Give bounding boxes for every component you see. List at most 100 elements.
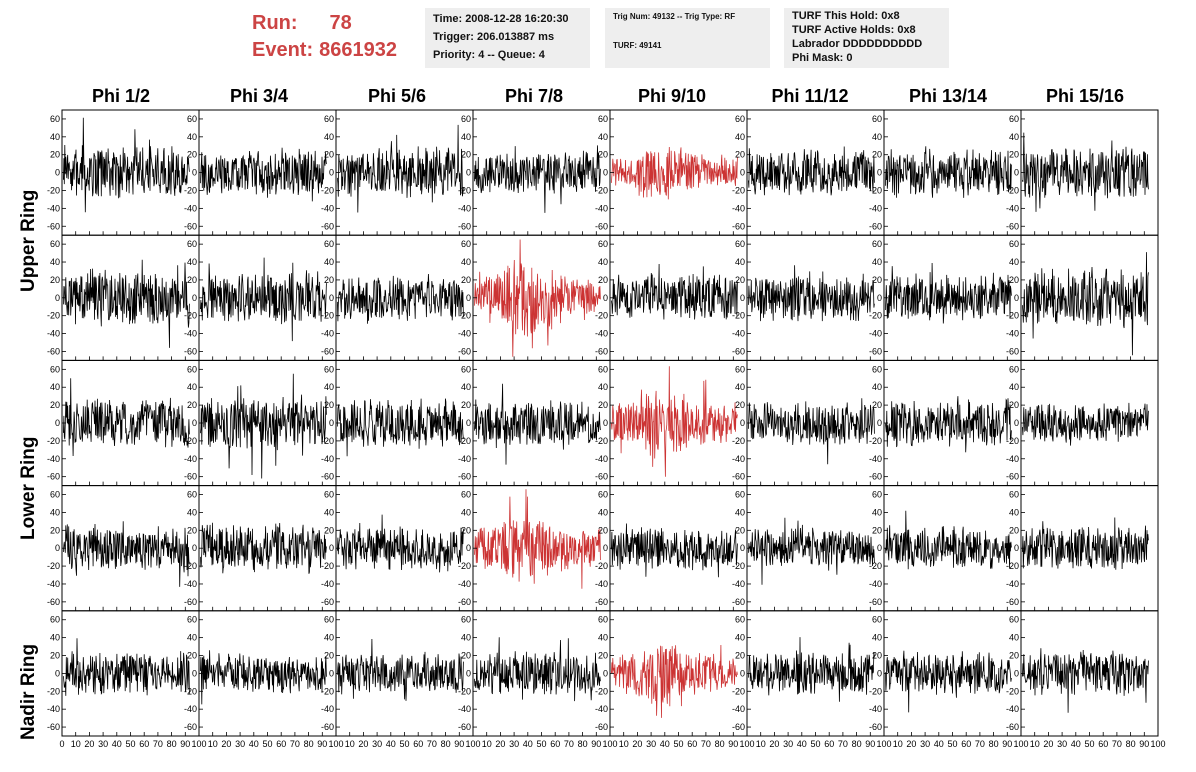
y-tick-label: 40 xyxy=(598,257,608,267)
x-tick-label: 80 xyxy=(304,739,314,749)
y-tick-label: -60 xyxy=(184,346,197,356)
y-tick-label: 60 xyxy=(324,490,334,500)
y-tick-label: 20 xyxy=(735,150,745,160)
x-tick-label: 20 xyxy=(632,739,642,749)
y-tick-label: -60 xyxy=(184,722,197,732)
y-tick-label: -60 xyxy=(732,472,745,482)
y-tick-label: -60 xyxy=(732,722,745,732)
y-tick-label: 40 xyxy=(735,257,745,267)
x-tick-label: 90 xyxy=(591,739,601,749)
y-tick-label: 0 xyxy=(55,168,60,178)
y-tick-label: 40 xyxy=(50,382,60,392)
y-tick-label: 0 xyxy=(329,543,334,553)
y-tick-label: -60 xyxy=(458,221,471,231)
y-tick-label: -20 xyxy=(595,686,608,696)
y-tick-label: -60 xyxy=(1006,221,1019,231)
x-tick-label: 100 xyxy=(1150,739,1165,749)
y-tick-label: 60 xyxy=(598,114,608,124)
x-tick-label: 80 xyxy=(167,739,177,749)
y-tick-label: 40 xyxy=(1009,507,1019,517)
y-tick-label: 60 xyxy=(187,615,197,625)
y-tick-label: -60 xyxy=(869,472,882,482)
waveform-trace xyxy=(611,523,738,578)
y-tick-label: -40 xyxy=(321,454,334,464)
y-tick-label: -40 xyxy=(458,704,471,714)
x-tick-label: 70 xyxy=(290,739,300,749)
x-tick-label: 50 xyxy=(399,739,409,749)
waveform-trace xyxy=(337,638,464,701)
y-tick-label: -60 xyxy=(184,472,197,482)
y-tick-label: 0 xyxy=(603,168,608,178)
waveform-trace xyxy=(748,398,875,465)
y-tick-label: 40 xyxy=(461,132,471,142)
y-tick-label: 40 xyxy=(1009,132,1019,142)
y-tick-label: 60 xyxy=(324,114,334,124)
y-tick-label: -20 xyxy=(47,185,60,195)
col-header-phi-1-2: Phi 1/2 xyxy=(91,86,151,106)
y-tick-label: 60 xyxy=(598,615,608,625)
x-tick-label: 10 xyxy=(893,739,903,749)
x-tick-label: 80 xyxy=(989,739,999,749)
x-tick-label: 20 xyxy=(221,739,231,749)
y-tick-label: 40 xyxy=(187,257,197,267)
y-tick-label: 60 xyxy=(461,615,471,625)
turf-active-line: TURF Active Holds: 0x8 xyxy=(792,24,916,36)
y-tick-label: 60 xyxy=(50,490,60,500)
y-tick-label: -60 xyxy=(321,597,334,607)
y-tick-label: 60 xyxy=(735,490,745,500)
y-tick-label: -40 xyxy=(732,329,745,339)
y-tick-label: 20 xyxy=(735,275,745,285)
x-tick-label: 90 xyxy=(1139,739,1149,749)
x-tick-label: 30 xyxy=(235,739,245,749)
x-tick-label: 10 xyxy=(1030,739,1040,749)
turf-hold-line: TURF This Hold: 0x8 xyxy=(792,10,900,22)
y-tick-label: -20 xyxy=(47,311,60,321)
time-line: Time: 2008-12-28 16:20:30 xyxy=(433,13,569,25)
y-tick-label: 20 xyxy=(461,525,471,535)
y-tick-label: -60 xyxy=(321,722,334,732)
y-tick-label: 20 xyxy=(461,400,471,410)
y-tick-label: 0 xyxy=(466,293,471,303)
col-header-phi-3-4: Phi 3/4 xyxy=(229,86,289,106)
y-tick-label: 0 xyxy=(192,543,197,553)
x-tick-label: 60 xyxy=(276,739,286,749)
y-tick-label: 20 xyxy=(872,400,882,410)
x-tick-label: 10 xyxy=(345,739,355,749)
y-tick-label: -60 xyxy=(321,221,334,231)
y-tick-label: -40 xyxy=(869,203,882,213)
run-value: 78 xyxy=(329,12,352,34)
y-tick-label: -60 xyxy=(458,722,471,732)
waveform-trace xyxy=(63,521,190,587)
y-tick-label: -20 xyxy=(184,311,197,321)
x-tick-label: 20 xyxy=(906,739,916,749)
col-header-phi-13-14: Phi 13/14 xyxy=(908,86,988,106)
y-tick-label: 60 xyxy=(1009,114,1019,124)
y-tick-label: -20 xyxy=(47,436,60,446)
y-tick-label: -20 xyxy=(458,561,471,571)
x-tick-label: 90 xyxy=(865,739,875,749)
y-tick-label: 0 xyxy=(877,543,882,553)
y-tick-label: -40 xyxy=(869,329,882,339)
x-tick-label: 0 xyxy=(59,739,64,749)
x-tick-label: 80 xyxy=(1126,739,1136,749)
y-tick-label: -60 xyxy=(458,472,471,482)
y-tick-label: 20 xyxy=(1009,400,1019,410)
y-tick-label: 0 xyxy=(740,543,745,553)
x-tick-label: 60 xyxy=(139,739,149,749)
y-tick-label: -40 xyxy=(184,329,197,339)
y-tick-label: -60 xyxy=(47,722,60,732)
x-tick-label: 90 xyxy=(180,739,190,749)
y-tick-label: 20 xyxy=(187,275,197,285)
y-tick-label: 0 xyxy=(740,418,745,428)
y-tick-label: 20 xyxy=(187,525,197,535)
y-tick-label: 0 xyxy=(192,168,197,178)
y-tick-label: -60 xyxy=(184,597,197,607)
y-tick-label: 0 xyxy=(192,418,197,428)
y-tick-label: 20 xyxy=(461,651,471,661)
y-tick-label: 40 xyxy=(461,257,471,267)
y-tick-label: 60 xyxy=(598,364,608,374)
y-tick-label: -40 xyxy=(47,203,60,213)
waveform-trace xyxy=(474,383,601,465)
y-tick-label: 40 xyxy=(735,507,745,517)
